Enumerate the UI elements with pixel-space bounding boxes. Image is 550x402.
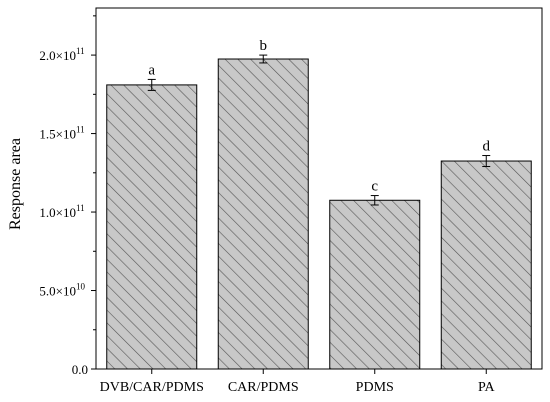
y-tick-label: 5.0×10	[39, 284, 76, 299]
y-axis-title: Response area	[7, 138, 24, 230]
bar	[217, 58, 309, 370]
y-tick-exponent: 11	[76, 46, 85, 56]
y-tick-label: 0.0	[72, 362, 88, 377]
y-tick-label: 1.5×10	[39, 127, 76, 142]
significance-letter: c	[371, 179, 378, 195]
plot-frame	[95, 7, 543, 370]
x-tick-label: DVB/CAR/PDMS	[100, 380, 204, 395]
significance-letter: d	[483, 139, 491, 155]
bar	[106, 84, 198, 370]
plot-area: 0.05.0×10 101.0×10 111.5×10 112.0×10 11aDVB/…	[39, 7, 543, 395]
bar	[440, 160, 532, 370]
significance-letter: b	[260, 38, 268, 54]
y-tick-exponent: 11	[76, 125, 85, 135]
bar	[329, 199, 421, 370]
y-tick-exponent: 10	[76, 282, 86, 292]
x-tick-label: PA	[478, 380, 496, 395]
y-tick-label: 2.0×10	[39, 48, 76, 63]
significance-letter: a	[148, 62, 155, 78]
y-tick-exponent: 11	[76, 203, 85, 213]
x-tick-label: CAR/PDMS	[228, 380, 299, 395]
x-tick-label: PDMS	[356, 380, 394, 395]
y-tick-label: 1.0×10	[39, 205, 76, 220]
